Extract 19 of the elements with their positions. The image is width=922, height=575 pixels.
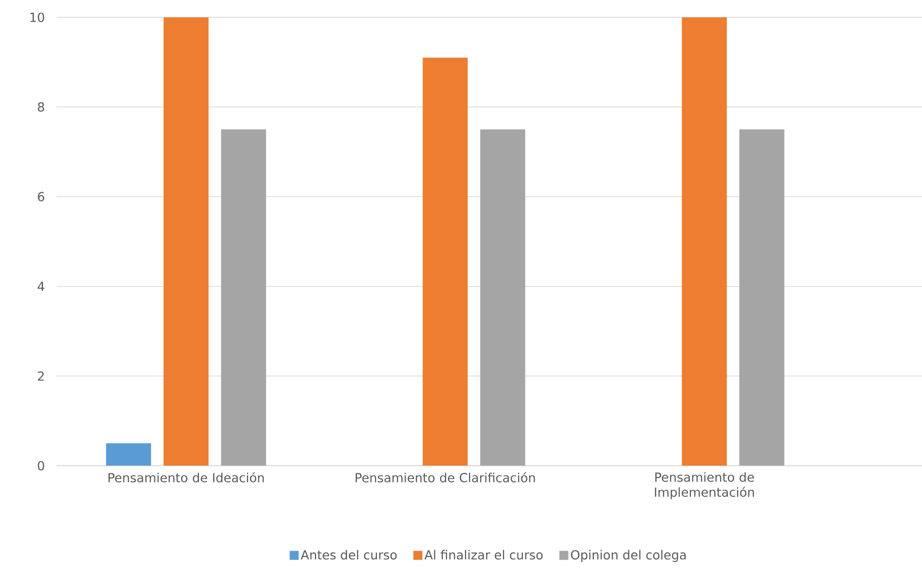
legend-label: Antes del curso xyxy=(300,550,397,560)
y-tick-label: 10 xyxy=(30,12,44,22)
x-tick-label: Pensamiento de Clarificación xyxy=(356,472,535,482)
legend-label: Opinion del colega xyxy=(571,550,686,562)
legend-label: Al finalizar el curso xyxy=(424,550,543,560)
bar xyxy=(480,129,526,466)
y-tick-label: 0 xyxy=(38,460,44,470)
y-tick-label: 8 xyxy=(38,102,44,112)
bar xyxy=(682,17,727,466)
y-tick-label: 4 xyxy=(38,282,44,291)
bar xyxy=(106,443,152,466)
bar xyxy=(221,129,266,466)
y-tick-label: 2 xyxy=(38,371,44,381)
y-tick-label: 6 xyxy=(38,192,44,202)
bar xyxy=(164,17,209,466)
bar xyxy=(422,58,468,466)
x-tick-label: Pensamiento de Ideación xyxy=(108,472,264,482)
bar xyxy=(739,129,784,466)
x-tick-label: Pensamiento de Implementación xyxy=(654,472,754,500)
